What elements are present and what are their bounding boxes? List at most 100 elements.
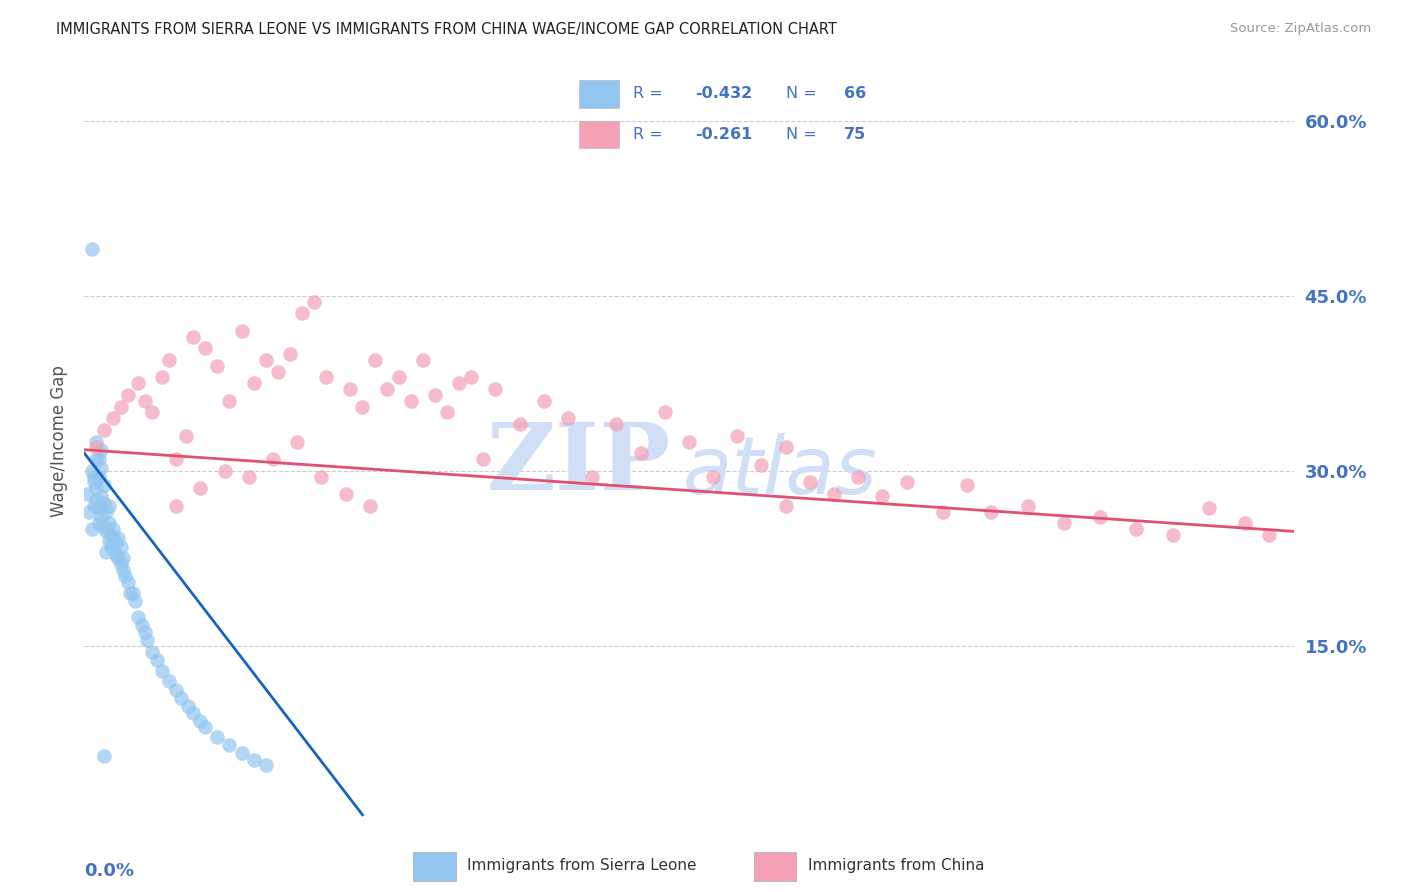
Point [114, 568, 136, 582]
Text: Source: ZipAtlas.com: Source: ZipAtlas.com [1230, 22, 1371, 36]
Point [678, 434, 700, 449]
Point [449, 376, 471, 391]
Point [77, 504, 100, 518]
Point [242, 753, 264, 767]
Point [799, 475, 821, 490]
Point [423, 388, 446, 402]
Point [86, 481, 108, 495]
Point [165, 499, 187, 513]
Bar [413, 852, 456, 881]
Point [93, 496, 115, 510]
Point [702, 469, 724, 483]
Point [412, 352, 434, 367]
Point [165, 452, 187, 467]
Point [285, 434, 308, 449]
Point [104, 548, 127, 562]
Point [134, 624, 156, 639]
Point [80, 242, 103, 256]
Point [141, 644, 163, 658]
Point [157, 673, 180, 688]
Point [136, 632, 159, 647]
Point [110, 557, 132, 571]
Point [177, 699, 200, 714]
Point [484, 382, 506, 396]
Point [103, 522, 125, 536]
Point [181, 329, 204, 343]
Point [630, 446, 652, 460]
Point [87, 469, 110, 483]
Point [190, 481, 212, 495]
Text: ZIP: ZIP [486, 419, 671, 509]
Point [725, 428, 748, 442]
Point [278, 347, 301, 361]
Point [315, 370, 337, 384]
Point [231, 324, 253, 338]
Point [93, 749, 115, 764]
Point [80, 522, 103, 536]
Point [110, 540, 132, 554]
Point [127, 376, 149, 391]
Point [194, 341, 217, 355]
Point [775, 441, 797, 455]
Point [194, 720, 217, 734]
Point [1198, 501, 1220, 516]
Point [124, 594, 146, 608]
Point [980, 504, 1002, 518]
Point [103, 532, 125, 546]
Point [80, 464, 103, 478]
Text: Immigrants from Sierra Leone: Immigrants from Sierra Leone [467, 858, 697, 872]
Point [112, 551, 135, 566]
Point [83, 469, 105, 483]
Point [231, 746, 253, 760]
Point [121, 586, 143, 600]
Point [207, 359, 229, 373]
Point [90, 461, 112, 475]
Point [460, 370, 482, 384]
Point [932, 504, 955, 518]
Point [117, 574, 139, 589]
Point [823, 487, 845, 501]
Point [100, 528, 122, 542]
Point [1234, 516, 1257, 531]
Point [146, 653, 169, 667]
Point [94, 545, 117, 559]
Point [375, 382, 398, 396]
Point [654, 405, 676, 419]
Point [472, 452, 495, 467]
Point [141, 405, 163, 419]
Point [1053, 516, 1076, 531]
Point [86, 492, 108, 507]
Point [103, 411, 125, 425]
Point [181, 706, 204, 721]
Point [110, 400, 132, 414]
Point [363, 352, 385, 367]
Point [104, 536, 127, 550]
Point [1161, 528, 1184, 542]
Point [238, 469, 260, 483]
Point [93, 477, 115, 491]
Point [311, 469, 333, 483]
Bar [754, 852, 796, 881]
Point [751, 458, 773, 472]
Point [150, 370, 173, 384]
Point [86, 441, 108, 455]
Point [291, 306, 314, 320]
Point [339, 382, 361, 396]
Point [254, 352, 277, 367]
Point [896, 475, 918, 490]
Text: 0.0%: 0.0% [84, 863, 135, 880]
Point [87, 501, 110, 516]
Point [100, 540, 122, 554]
Point [112, 563, 135, 577]
Point [335, 487, 357, 501]
Point [267, 365, 290, 379]
Point [218, 738, 240, 752]
Point [846, 469, 869, 483]
Point [956, 477, 979, 491]
Point [533, 393, 555, 408]
Point [86, 452, 108, 467]
Point [218, 393, 240, 408]
Point [107, 551, 129, 566]
Point [97, 516, 120, 531]
Point [581, 469, 603, 483]
